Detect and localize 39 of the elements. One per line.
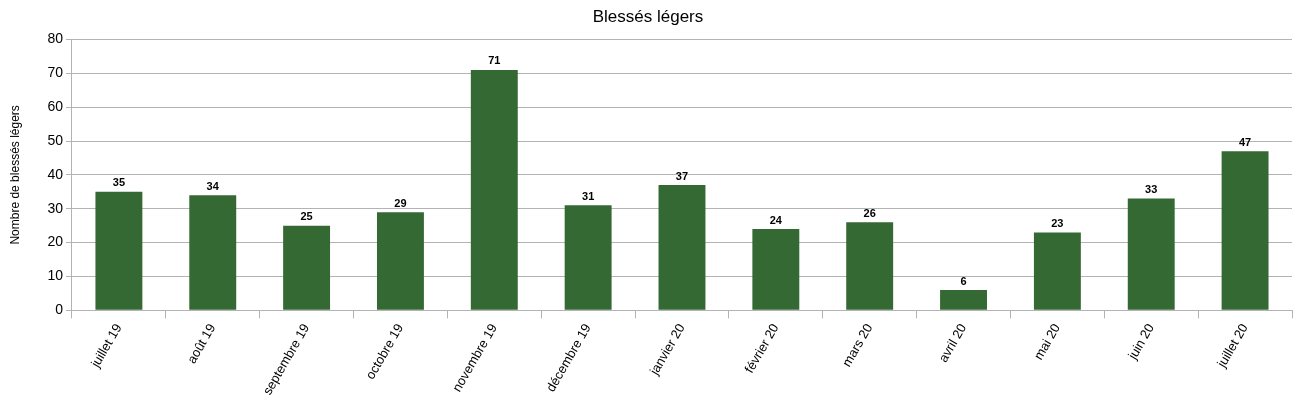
data-label: 71 (488, 54, 501, 67)
y-tick-label: 0 (55, 301, 64, 318)
data-label: 26 (863, 206, 876, 219)
data-label: 23 (1051, 216, 1064, 229)
bar (95, 191, 143, 310)
y-axis-title: Nombre de blessés légers (7, 105, 22, 245)
bar (470, 69, 518, 310)
data-label: 29 (394, 196, 407, 209)
bar (376, 212, 424, 310)
data-label: 35 (112, 176, 126, 189)
x-tick-label: mai 20 (1030, 321, 1064, 363)
bar (1033, 232, 1081, 310)
y-tick-label: 30 (47, 199, 64, 216)
data-label: 25 (300, 210, 313, 223)
x-tick-label: juin 20 (1124, 321, 1157, 363)
bar (940, 290, 987, 310)
y-tick-label: 10 (47, 267, 64, 284)
data-label: 37 (675, 169, 689, 182)
data-label: 47 (1238, 135, 1252, 148)
data-label: 34 (206, 179, 220, 192)
bar (1221, 151, 1269, 310)
data-label: 24 (769, 213, 783, 226)
bar (564, 205, 612, 310)
y-tick-label: 70 (47, 64, 64, 81)
chart-title: Blessés légers (592, 6, 704, 26)
data-label: 33 (1145, 183, 1158, 196)
y-tick-label: 40 (47, 165, 64, 182)
data-label: 6 (960, 274, 967, 287)
data-label: 31 (582, 189, 595, 202)
y-tick-label: 20 (47, 233, 64, 250)
bar (846, 222, 894, 310)
bar (189, 195, 237, 310)
bar (752, 229, 800, 310)
y-tick-label: 50 (47, 131, 64, 148)
bar (658, 185, 706, 310)
bar (283, 225, 331, 310)
y-tick-label: 80 (47, 30, 64, 47)
y-tick-label: 60 (47, 98, 64, 114)
bar (1127, 198, 1175, 310)
